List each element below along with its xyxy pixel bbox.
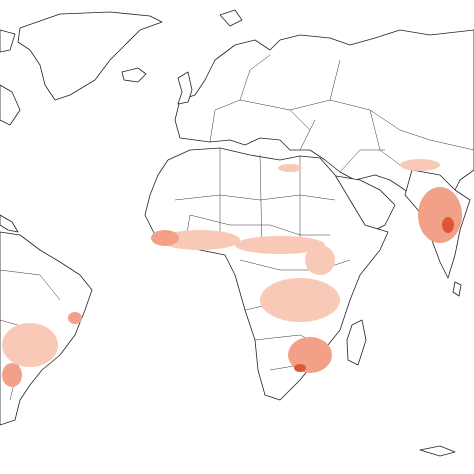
region-mediterranean bbox=[278, 164, 302, 172]
highlight-regions bbox=[2, 159, 462, 387]
sri-lanka bbox=[452, 281, 462, 297]
svalbard bbox=[219, 9, 243, 27]
greenland bbox=[17, 11, 163, 101]
region-india bbox=[418, 187, 462, 243]
antarctic-fragment bbox=[419, 445, 456, 457]
region-india-core bbox=[442, 217, 454, 233]
region-southern-africa bbox=[288, 337, 332, 373]
region-west-africa-coast bbox=[151, 230, 179, 246]
country-borders-eurasia bbox=[209, 54, 474, 173]
madagascar bbox=[346, 319, 367, 366]
region-south-america-south bbox=[2, 363, 22, 387]
region-sahel bbox=[235, 236, 325, 254]
region-southern-africa-core bbox=[294, 364, 306, 372]
region-east-africa bbox=[305, 245, 335, 275]
arctic-islands bbox=[0, 29, 21, 126]
iceland bbox=[121, 67, 147, 83]
britain bbox=[177, 71, 193, 105]
region-brazil-coast bbox=[68, 312, 82, 324]
region-south-america bbox=[2, 323, 58, 367]
region-west-africa bbox=[160, 230, 240, 250]
central-america bbox=[0, 214, 19, 233]
region-north-india bbox=[400, 159, 440, 171]
region-central-africa bbox=[260, 278, 340, 322]
